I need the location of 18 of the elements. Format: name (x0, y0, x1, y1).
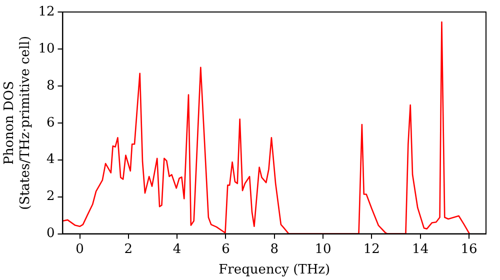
x-tick-label: 8 (270, 242, 279, 257)
y-tick-label: 8 (46, 78, 55, 94)
y-tick-label: 12 (38, 4, 55, 20)
x-tick-label: 12 (363, 242, 380, 257)
y-axis-title: Phonon DOS (States/THz·primitive cell) (2, 36, 33, 210)
x-tick-label: 4 (172, 242, 182, 257)
x-tick-label: 0 (76, 242, 84, 257)
x-tick-label: 10 (314, 242, 332, 257)
x-tick-label: 6 (222, 242, 230, 257)
x-tick-label: 16 (460, 242, 478, 257)
y-tick-label: 6 (46, 115, 55, 130)
y-tick-label: 0 (46, 226, 55, 242)
x-tick-label: 2 (124, 242, 133, 257)
y-tick-label: 4 (46, 152, 55, 168)
x-axis-title: Frequency (THz) (218, 262, 330, 278)
x-tick-label: 14 (412, 242, 429, 257)
y-tick-label: 2 (46, 189, 55, 204)
y-tick-label: 10 (38, 41, 55, 56)
